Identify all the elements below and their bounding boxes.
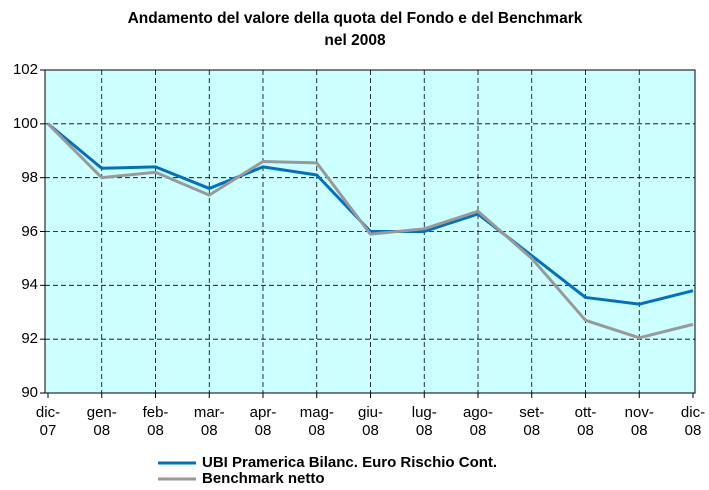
x-tick-label: set-08 [519, 404, 545, 439]
x-tick-label: ott-08 [574, 404, 597, 439]
x-tick-label: nov-08 [624, 404, 654, 439]
chart-title: Andamento del valore della quota del Fon… [127, 10, 583, 49]
legend-label: Benchmark netto [202, 470, 325, 487]
x-tick-label: mag-08 [299, 404, 334, 439]
x-tick-label: lug-08 [411, 404, 437, 439]
x-tick-label: giu-08 [357, 404, 383, 439]
y-tick-label: 96 [21, 222, 38, 240]
y-tick-label: 94 [21, 276, 38, 294]
x-tick-label: mar-08 [193, 404, 225, 439]
x-tick-label: gen-08 [86, 404, 117, 439]
y-tick-label: 92 [21, 330, 38, 348]
x-tick-label: feb-08 [142, 404, 169, 439]
x-tick-label: ago-08 [462, 404, 494, 439]
legend-label: UBI Pramerica Bilanc. Euro Rischio Cont. [202, 454, 498, 471]
x-tick-label: dic-07 [35, 404, 61, 439]
x-tick-label: apr-08 [249, 404, 277, 439]
y-tick-label: 102 [12, 61, 38, 78]
x-tick-label: dic-08 [680, 404, 706, 439]
y-tick-label: 90 [21, 384, 38, 401]
y-tick-label: 100 [12, 114, 38, 132]
series-line [47, 122, 694, 306]
series-line [46, 122, 694, 340]
y-tick-label: 98 [21, 168, 38, 186]
